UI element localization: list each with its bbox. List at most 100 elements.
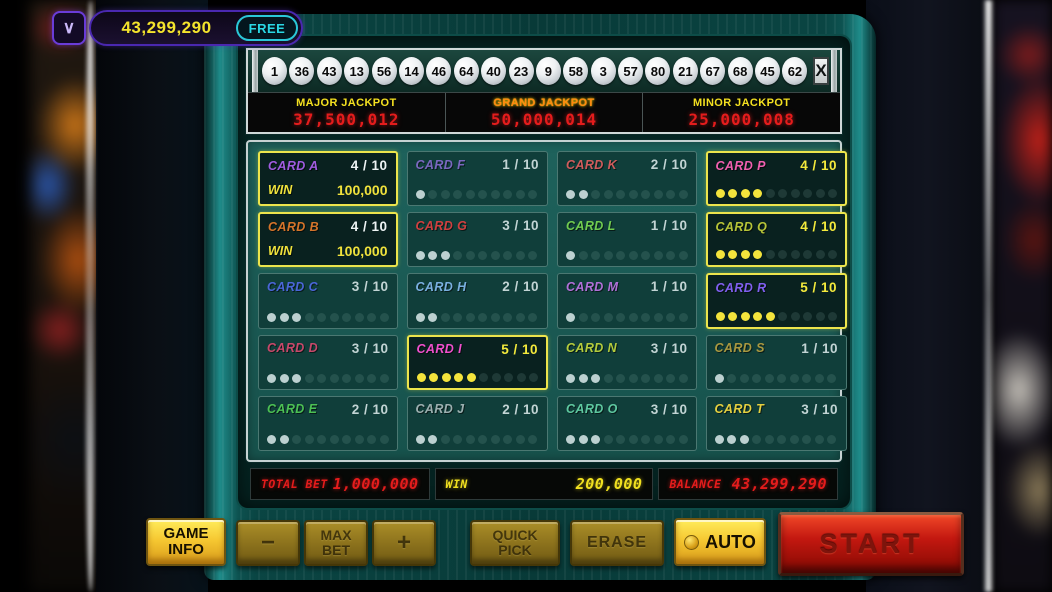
hit-dot (753, 250, 762, 260)
card-hit-ratio: 2 / 10 (502, 401, 539, 417)
card-name: CARD N (566, 341, 618, 356)
hit-dot (666, 373, 675, 383)
close-button[interactable]: X (813, 57, 829, 85)
hit-dot (292, 373, 301, 383)
hit-dot (765, 311, 775, 321)
hit-dot (478, 312, 487, 322)
hit-dot (566, 312, 575, 322)
casino-background-right (994, 0, 1052, 592)
hit-dot (465, 251, 475, 261)
chevron-down-icon[interactable]: ∨ (52, 11, 86, 45)
game-info-button[interactable]: GAME INFO (146, 518, 226, 566)
card-tile-c[interactable]: CARD C 3 / 10 (258, 273, 398, 329)
card-tile-t[interactable]: CARD T 3 / 10 (705, 395, 847, 451)
hit-dot (440, 435, 450, 444)
drawn-ball: 64 (453, 57, 479, 85)
auto-button[interactable]: AUTO (674, 518, 766, 566)
card-tile-l[interactable]: CARD L 1 / 10 (557, 212, 697, 268)
hit-dot (653, 312, 663, 322)
hit-dot (342, 435, 351, 444)
drawn-ball: 46 (426, 57, 452, 85)
hit-dot (578, 190, 588, 200)
drawn-ball: 40 (481, 57, 507, 85)
hit-dots (715, 311, 837, 321)
hit-dot (465, 312, 475, 322)
hit-dot (379, 373, 389, 383)
hit-dot (503, 435, 512, 444)
hit-dot (752, 373, 761, 383)
card-tile-j[interactable]: CARD J 2 / 10 (406, 395, 548, 451)
card-tile-r[interactable]: CARD R 5 / 10 (705, 273, 847, 329)
hit-dot (678, 373, 688, 383)
start-button[interactable]: START (778, 512, 964, 576)
card-name: CARD T (714, 402, 765, 417)
hit-dot (814, 435, 824, 444)
hit-dots (267, 435, 389, 444)
hit-dot (317, 373, 326, 383)
hit-dot (354, 312, 364, 322)
hit-dot (304, 373, 314, 383)
card-tile-m[interactable]: CARD M 1 / 10 (557, 273, 697, 329)
hit-dot (666, 190, 675, 200)
hit-dot (454, 372, 463, 382)
hit-dot (478, 435, 487, 444)
card-tile-b[interactable]: CARD B 4 / 10 WIN 100,000 (258, 212, 398, 268)
card-hit-ratio: 5 / 10 (800, 280, 837, 296)
card-tile-p[interactable]: CARD P 4 / 10 (705, 151, 847, 207)
card-tile-f[interactable]: CARD F 1 / 10 (406, 151, 548, 207)
hit-dot (616, 435, 625, 444)
balance-display: BALANCE 43,299,290 (658, 468, 838, 500)
hit-dot (628, 251, 638, 261)
card-hit-ratio: 3 / 10 (351, 279, 389, 295)
hit-dot (765, 250, 775, 260)
hit-dot (329, 435, 339, 444)
hit-dot (578, 251, 588, 261)
bet-decrease-button[interactable]: − (236, 520, 300, 566)
card-tile-i[interactable]: CARD I 5 / 10 (406, 334, 548, 390)
hit-dot (591, 373, 600, 383)
hit-dot (641, 373, 650, 383)
card-tile-q[interactable]: CARD Q 4 / 10 (705, 212, 847, 268)
card-tile-d[interactable]: CARD D 3 / 10 (258, 334, 398, 390)
card-grid: CARD A 4 / 10 WIN 100,000 CARD B 4 / 10 WIN 100… (246, 140, 847, 462)
hit-dot (515, 312, 525, 322)
grand-jackpot-value: 50,000,014 (490, 109, 598, 129)
hit-dot (603, 373, 613, 383)
hit-dot (603, 435, 613, 444)
lcd-bar: TOTAL BET 1,000,000 WIN 200,000 BALANCE … (250, 468, 838, 500)
hit-dot (416, 372, 426, 382)
card-tile-a[interactable]: CARD A 4 / 10 WIN 100,000 (258, 151, 398, 207)
drawn-ball: 67 (700, 57, 726, 85)
total-bet-display: TOTAL BET 1,000,000 (250, 468, 430, 500)
hit-dot (803, 311, 812, 321)
hit-dot (628, 190, 638, 200)
max-bet-button[interactable]: MAX BET (304, 520, 368, 566)
card-tile-g[interactable]: CARD G 3 / 10 (406, 212, 548, 268)
hit-dot (666, 312, 675, 322)
card-hit-ratio: 4 / 10 (350, 219, 388, 235)
hit-dot (279, 435, 289, 444)
card-tile-k[interactable]: CARD K 2 / 10 (557, 151, 697, 207)
hit-dot (727, 435, 736, 444)
hit-dot (466, 372, 476, 382)
card-hit-ratio: 5 / 10 (501, 341, 538, 357)
card-tile-h[interactable]: CARD H 2 / 10 (406, 273, 548, 329)
card-tile-s[interactable]: CARD S 1 / 10 (705, 334, 847, 390)
hit-dot (428, 190, 437, 200)
hit-dot (739, 435, 749, 444)
hit-dot (503, 312, 512, 322)
hit-dot (828, 250, 837, 260)
hit-dot (490, 251, 500, 261)
card-tile-o[interactable]: CARD O 3 / 10 (557, 395, 697, 451)
hit-dots (566, 373, 688, 383)
hit-dot (379, 435, 389, 444)
card-tile-e[interactable]: CARD E 2 / 10 (258, 395, 398, 451)
card-hit-ratio: 3 / 10 (351, 340, 389, 356)
quick-pick-button[interactable]: QUICK PICK (470, 520, 560, 566)
bet-increase-button[interactable]: + (372, 520, 436, 566)
free-mode-badge[interactable]: FREE (236, 15, 298, 41)
hit-dot (415, 312, 425, 322)
card-tile-n[interactable]: CARD N 3 / 10 (557, 334, 697, 390)
erase-button[interactable]: ERASE (570, 520, 664, 566)
hit-dot (778, 250, 787, 260)
